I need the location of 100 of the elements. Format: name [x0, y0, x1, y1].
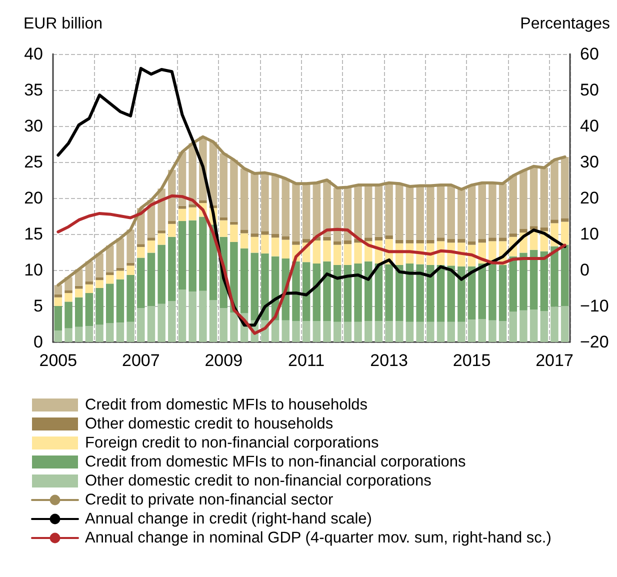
bar: [436, 322, 445, 342]
bar: [406, 240, 414, 244]
bar: [96, 324, 104, 342]
bar: [520, 252, 528, 310]
bar: [498, 264, 507, 322]
bar: [323, 236, 331, 240]
bar: [374, 264, 383, 322]
y2-tick-label: 20: [580, 188, 599, 208]
line-series: [56, 194, 566, 335]
bar: [292, 321, 300, 342]
y-tick-label: 5: [34, 296, 43, 316]
bar: [478, 239, 486, 243]
bar: [126, 230, 134, 263]
bar: [406, 322, 414, 342]
bar: [106, 323, 114, 342]
y-tick-label: 40: [24, 44, 43, 64]
bar: [426, 186, 434, 240]
bar: [282, 320, 290, 342]
bar: [137, 246, 145, 258]
bar: [126, 322, 134, 342]
bar: [520, 228, 528, 233]
bar: [396, 321, 404, 342]
y2-tick-label: 50: [580, 80, 599, 100]
x-tick-label: 2009: [204, 351, 243, 370]
bar: [96, 277, 104, 280]
bar: [374, 185, 383, 237]
bar: [230, 312, 238, 342]
bar: [509, 233, 518, 237]
bar: [250, 233, 259, 237]
bar: [344, 322, 352, 342]
bar: [178, 208, 186, 222]
bar: [137, 258, 145, 308]
bar: [354, 264, 362, 322]
bar: [520, 310, 528, 342]
bar: [282, 178, 290, 236]
bar: [168, 300, 176, 342]
legend-label: Credit from domestic MFIs to non-financial corporations: [85, 454, 466, 470]
bar: [220, 153, 228, 218]
bar: [220, 308, 228, 342]
bar: [199, 200, 207, 204]
bar: [530, 166, 538, 226]
bar: [178, 289, 186, 342]
bar: [509, 256, 518, 312]
bar: [416, 322, 424, 342]
bar: [64, 293, 72, 302]
bar: [240, 233, 248, 248]
bar: [333, 244, 342, 265]
bar: [488, 320, 496, 342]
bar: [158, 304, 166, 342]
bar: [54, 297, 62, 306]
bar: [374, 236, 383, 240]
bar: [302, 184, 310, 240]
legend-label: Credit to private non-financial sector: [85, 492, 334, 508]
bar: [230, 222, 238, 225]
bar: [116, 322, 124, 342]
bar: [509, 312, 518, 342]
bar: [498, 238, 507, 242]
bar: [126, 275, 134, 322]
y2-tick-label: −10: [580, 296, 609, 316]
bar: [158, 233, 166, 245]
bar: [188, 292, 196, 342]
bar: [64, 290, 72, 294]
x-tick-label: 2005: [39, 351, 78, 370]
bar: [96, 253, 104, 278]
bar: [178, 206, 186, 209]
bar: [54, 330, 62, 342]
bar: [302, 262, 310, 322]
bar: [560, 306, 569, 342]
bar: [540, 251, 548, 312]
bar: [188, 207, 196, 220]
bar: [209, 300, 218, 342]
bar: [250, 252, 259, 320]
bar: [458, 239, 466, 243]
legend-label: Annual change in nominal GDP (4-quarter mov. sum, right-hand sc.): [85, 530, 552, 546]
bar: [312, 321, 321, 342]
bar: [354, 322, 362, 342]
y2-axis-title: Percentages: [520, 16, 610, 32]
bar: [560, 222, 569, 245]
bar: [64, 328, 72, 342]
bar: [137, 308, 145, 342]
bar: [85, 282, 94, 284]
bar: [261, 234, 269, 254]
bar: [240, 230, 248, 234]
bar: [106, 284, 114, 324]
bar: [85, 293, 94, 326]
bar: [364, 238, 372, 242]
bar: [147, 252, 156, 306]
bar: [468, 320, 476, 342]
bar: [478, 264, 486, 319]
bar: [199, 290, 207, 342]
legend-label: Credit from domestic MFIs to households: [85, 396, 368, 414]
bar: [468, 266, 476, 320]
x-tick-label: 2011: [288, 351, 325, 370]
x-tick-label: 2015: [452, 351, 491, 370]
bar: [488, 182, 496, 238]
bar: [396, 240, 404, 244]
bar: [447, 239, 455, 243]
bar: [250, 236, 259, 253]
bar: [261, 253, 269, 320]
bar: [240, 248, 248, 314]
